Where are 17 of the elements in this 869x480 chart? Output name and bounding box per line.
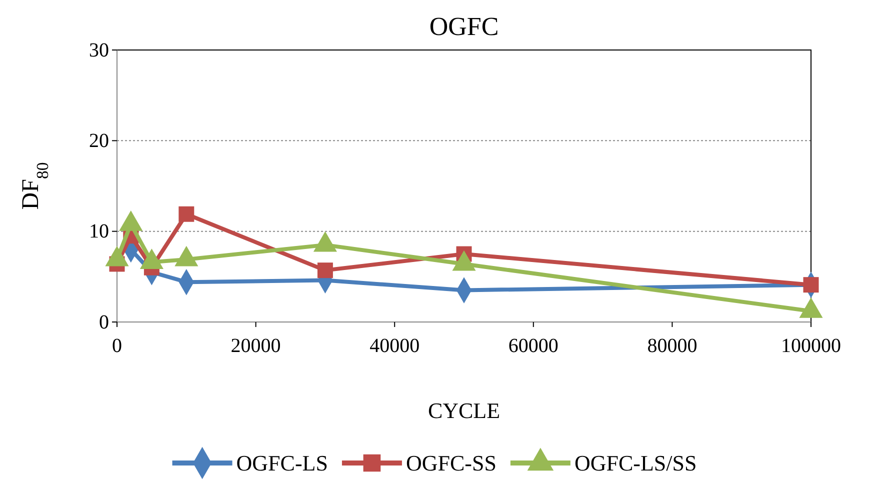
point bbox=[178, 206, 194, 222]
y-tick-label: 10 bbox=[89, 220, 109, 243]
legend-label: OGFC-SS bbox=[406, 450, 496, 476]
x-tick-label: 40000 bbox=[370, 335, 420, 357]
y-tick-label: 0 bbox=[99, 311, 109, 334]
legend-label: OGFC-LS bbox=[236, 450, 328, 476]
chart-title: OGFC bbox=[429, 12, 499, 41]
x-tick-label: 60000 bbox=[508, 335, 558, 357]
x-axis-title: CYCLE bbox=[428, 398, 500, 423]
x-tick-label: 100000 bbox=[781, 335, 841, 357]
point bbox=[803, 277, 819, 293]
point bbox=[317, 262, 333, 278]
y-tick-label: 30 bbox=[89, 39, 109, 62]
x-tick-label: 20000 bbox=[230, 335, 281, 357]
legend-label: OGFC-LS/SS bbox=[574, 450, 697, 476]
x-tick-label: 80000 bbox=[647, 335, 698, 357]
y-tick-label: 20 bbox=[89, 130, 109, 152]
